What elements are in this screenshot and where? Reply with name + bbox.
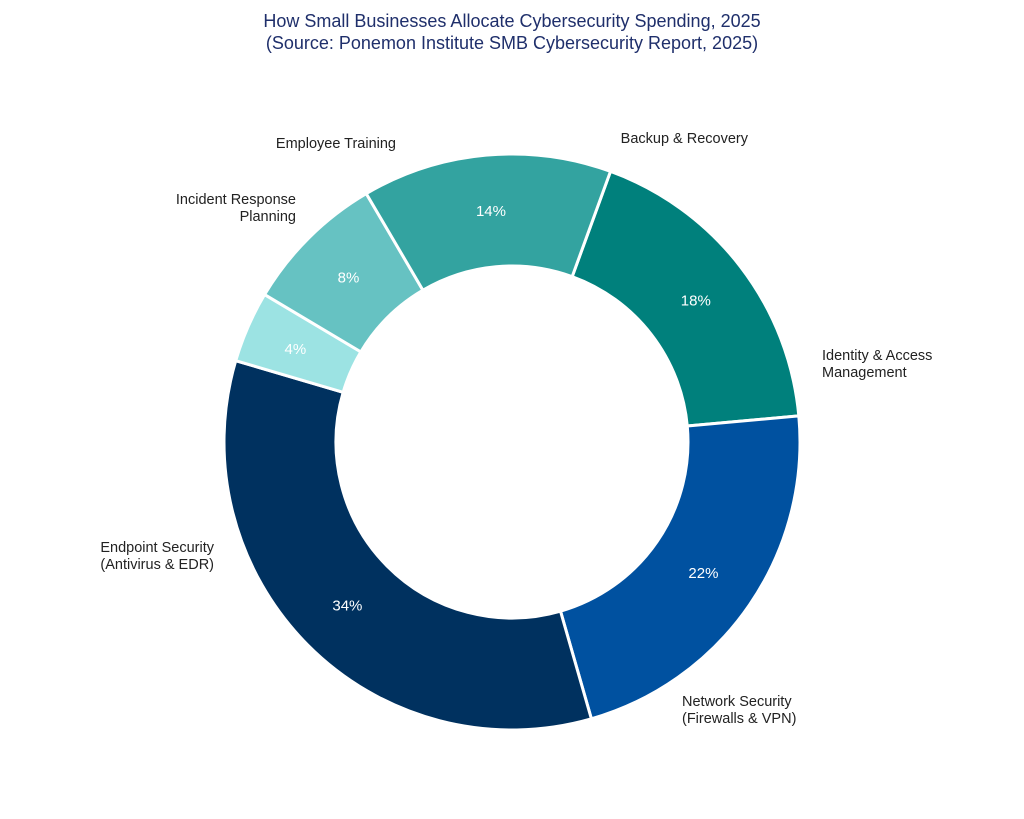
chart-subtitle: (Source: Ponemon Institute SMB Cybersecu… [265, 33, 759, 53]
category-label: Employee Training [276, 136, 396, 152]
chart-title: How Small Businesses Allocate Cybersecur… [263, 11, 761, 31]
category-label: Incident Response Planning [176, 192, 296, 225]
chart-title-block: How Small Businesses Allocate Cybersecur… [0, 10, 1024, 54]
category-label: Identity & Access Management [822, 348, 932, 381]
percent-label: 4% [285, 341, 307, 358]
percent-label: 8% [338, 269, 360, 286]
category-label: Backup & Recovery [621, 131, 749, 147]
percent-label: 14% [476, 203, 506, 220]
percent-label: 18% [681, 292, 711, 309]
slice-network-security-firewalls-vpn [559, 414, 802, 721]
percent-labels: 18% 22% 34% 4% 8% 14% [285, 203, 719, 615]
category-label: Endpoint Security (Antivirus & EDR) [100, 540, 214, 573]
slice-identity-access-management [570, 169, 801, 428]
donut-slices [222, 152, 802, 732]
percent-label: 22% [688, 565, 718, 582]
slice-backup-recovery [364, 152, 613, 292]
category-label: Network Security (Firewalls & VPN) [682, 694, 796, 727]
slice-endpoint-security-antivirus-edr [222, 359, 593, 732]
percent-label: 34% [332, 597, 362, 614]
category-labels: Identity & Access Management Network Secur… [100, 131, 932, 727]
